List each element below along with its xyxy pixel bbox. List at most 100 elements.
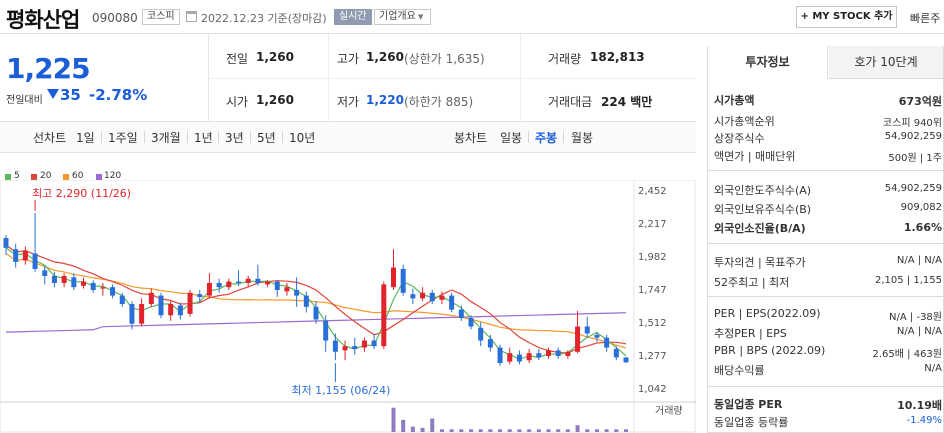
- candle-body: [575, 326, 581, 352]
- stock-code: 090080: [92, 11, 138, 25]
- candle-body: [526, 353, 532, 361]
- candle-body: [604, 337, 610, 348]
- y-tick-label: 2,217: [638, 219, 667, 230]
- tab-candle-chart[interactable]: 봉차트: [454, 131, 488, 145]
- info-value: 10.19배: [897, 399, 942, 412]
- y-tick-label: 1,277: [638, 351, 667, 362]
- candle-body: [294, 289, 300, 296]
- candle-body: [139, 304, 145, 324]
- tab-1year[interactable]: 1년: [194, 131, 213, 145]
- info-label: 동일업종 등락률: [714, 416, 789, 429]
- candle-body: [352, 346, 358, 349]
- candle-body: [420, 292, 426, 299]
- tab-1week[interactable]: 1주일: [108, 131, 138, 145]
- tab-line-chart[interactable]: 선차트: [33, 131, 67, 145]
- info-value: 54,902,259: [884, 183, 942, 194]
- prev-label: 전일: [226, 52, 249, 66]
- upper-limit: (상한가 1,635): [404, 52, 485, 66]
- tab-3year[interactable]: 3년: [225, 131, 244, 145]
- volume-bar: [459, 429, 464, 432]
- stock-name: 평화산업: [6, 8, 80, 32]
- candle-body: [516, 354, 522, 362]
- volume-bar: [498, 429, 503, 432]
- my-stock-button[interactable]: + MY STOCK 추가: [796, 6, 897, 28]
- tab-weekly[interactable]: 주봉: [535, 131, 558, 145]
- y-tick-label: 1,747: [638, 285, 667, 296]
- candle-body: [410, 294, 416, 299]
- tab-3month[interactable]: 3개월: [151, 131, 181, 145]
- candle-body: [361, 340, 367, 348]
- change-percent: -2.78%: [89, 86, 148, 104]
- tab-5year[interactable]: 5년: [257, 131, 276, 145]
- legend-ma120-swatch: [96, 174, 102, 180]
- info-value: N/A | N/A: [896, 255, 942, 266]
- volume-bar: [430, 418, 435, 432]
- volume-bar: [488, 429, 493, 432]
- company-info-dropdown[interactable]: 기업개요: [374, 9, 431, 25]
- volume-bar: [469, 429, 473, 432]
- info-label: 액면가 | 매매단위: [714, 150, 796, 163]
- price-box: [0, 34, 209, 121]
- candle-body: [284, 287, 290, 292]
- info-label: 외국인한도주식수(A): [714, 184, 812, 197]
- info-value: N/A | N/A: [896, 326, 942, 337]
- candle-body: [226, 281, 232, 288]
- tab-1day[interactable]: 1일: [76, 131, 95, 145]
- candle-body: [449, 295, 455, 310]
- info-value: 673억원: [898, 95, 942, 108]
- candle-body: [255, 278, 261, 283]
- tab-investment-info[interactable]: 투자정보: [708, 46, 828, 79]
- info-label: 시가총액: [714, 94, 755, 107]
- candle-body: [265, 281, 271, 285]
- candle-body: [274, 281, 280, 290]
- legend-ma60-swatch: [63, 174, 69, 180]
- candle-body: [177, 305, 183, 316]
- down-triangle-icon: [47, 89, 59, 99]
- candle-body: [439, 295, 445, 300]
- info-label: 투자의견 | 목표주가: [714, 256, 806, 269]
- candle-body: [323, 320, 329, 341]
- info-label: 상장주식수: [714, 132, 765, 145]
- info-value: 909,082: [900, 202, 942, 213]
- realtime-badge[interactable]: 실시간: [334, 9, 372, 25]
- volume-bar: [410, 426, 415, 432]
- volume-value: 182,813: [590, 50, 645, 64]
- tab-daily[interactable]: 일봉: [500, 131, 523, 145]
- candle-body: [13, 249, 19, 262]
- current-price: 1,225: [6, 52, 91, 85]
- candle-body: [400, 268, 406, 293]
- candle-body: [623, 357, 629, 363]
- candle-body: [42, 270, 48, 276]
- top-bar: [0, 0, 944, 34]
- quick-search-link[interactable]: 빠른주: [910, 12, 941, 25]
- volume-bar: [478, 429, 483, 432]
- candle-body: [507, 353, 513, 362]
- date-label: 2022.12.23 기준(장마감): [201, 12, 327, 25]
- candle-body: [119, 295, 125, 305]
- tab-10year[interactable]: 10년: [289, 131, 316, 145]
- open-label: 시가: [226, 95, 249, 109]
- candle-body: [216, 282, 222, 288]
- tab-monthly[interactable]: 월봉: [571, 131, 594, 145]
- info-label: 52주최고 | 최저: [714, 276, 790, 289]
- volume-bar: [594, 429, 599, 432]
- candle-body: [168, 304, 174, 316]
- candle-body: [197, 294, 203, 298]
- candle-body: [342, 346, 348, 351]
- candle-body: [391, 267, 396, 288]
- candle-body: [594, 334, 600, 338]
- info-label: 동일업종 PER: [714, 398, 783, 411]
- info-label: 외국인보유주식수(B): [714, 203, 812, 216]
- change-label: 전일대비: [6, 95, 43, 106]
- tab-order-book[interactable]: 호가 10단계: [829, 46, 943, 79]
- candle-body: [429, 292, 435, 302]
- candle-body: [565, 351, 571, 356]
- legend-ma120: 120: [104, 171, 122, 181]
- legend-ma60: 60: [72, 171, 84, 181]
- price-chart[interactable]: 2,452 2,217 1,982 1,747 1,512 1,277 1,042 거래량 최고…: [0, 180, 696, 433]
- chart-tab-row: [0, 121, 696, 153]
- candle-body: [71, 277, 77, 288]
- volume-bar: [546, 429, 551, 432]
- candle-body: [90, 282, 96, 290]
- lower-limit: (하한가 885): [404, 95, 474, 109]
